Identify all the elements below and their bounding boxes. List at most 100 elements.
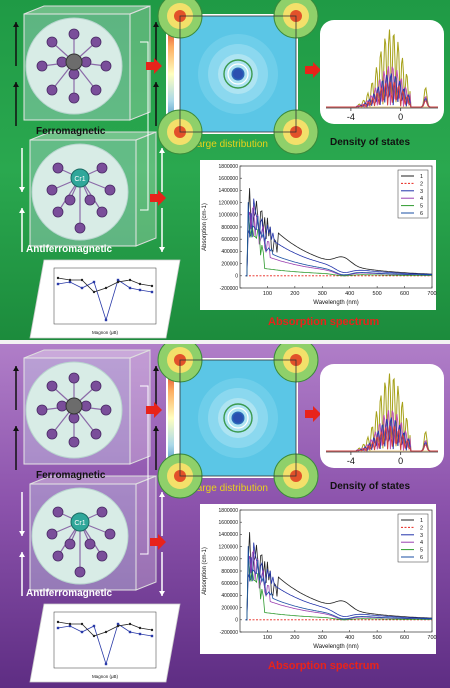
metal-atom <box>65 53 83 71</box>
spin-arrow <box>153 22 159 27</box>
y-axis-label: Absorption (cm-1) <box>202 203 208 251</box>
dos-chart-card: -4 0 <box>320 364 444 468</box>
y-tick-label: 1600000 <box>219 520 239 526</box>
antiferro-label: Antiferromagnetic <box>26 244 113 255</box>
inset-point <box>116 624 120 628</box>
dos-tick-label: -4 <box>347 112 355 122</box>
x-tick-label: 700 <box>427 291 436 297</box>
spin-arrow <box>19 531 25 536</box>
atom-label: Cr1 <box>74 176 85 183</box>
charge-label: Charge distribution <box>184 139 268 150</box>
x-tick-label: 600 <box>400 635 409 641</box>
y-axis-label: Absorption (cm-1) <box>202 547 208 595</box>
charge-distribution-map <box>157 344 319 499</box>
legend-entry: 5 <box>420 204 423 210</box>
dos-label: Density of states <box>330 137 411 148</box>
y-tick-label: 1200000 <box>219 200 239 206</box>
x-tick-label: 100 <box>263 635 272 641</box>
atom <box>52 550 64 562</box>
inset-point <box>56 276 60 280</box>
atom-label: Cr1 <box>74 520 85 527</box>
atom <box>46 428 58 440</box>
inset-point <box>138 626 142 630</box>
arrow-to-charge <box>146 402 162 418</box>
inset-point <box>138 282 142 286</box>
spin-arrow <box>153 82 159 87</box>
ferro-cube <box>13 349 159 470</box>
y-tick-label: 400000 <box>221 249 238 255</box>
legend-entry: 1 <box>420 518 423 524</box>
absorption-label: Absorption spectrum <box>268 660 380 672</box>
inset-point <box>150 628 154 632</box>
arrow-to-dos <box>305 406 321 422</box>
inset-point <box>128 622 132 626</box>
y-tick-label: 400000 <box>221 593 238 599</box>
spin-arrow <box>19 208 25 213</box>
inset-magnetic-chart: Magnon (μB) <box>29 259 181 339</box>
ferro-cube <box>13 5 159 126</box>
inset-point <box>150 634 154 638</box>
atom <box>64 538 76 550</box>
inset-point <box>56 626 60 630</box>
charge-center <box>233 413 243 423</box>
spin-arrow <box>13 82 19 87</box>
bracket <box>140 385 149 555</box>
absorption-chart-card: 1800000 1600000 1400000 1200000 1000000 80000… <box>200 504 437 654</box>
series-5-line <box>245 211 432 277</box>
atom <box>68 28 80 40</box>
y-tick-label: 1800000 <box>219 164 239 170</box>
legend-entry: 4 <box>420 196 423 202</box>
atom <box>68 372 80 384</box>
inset-point <box>68 624 72 628</box>
spin-arrow <box>153 426 159 431</box>
colorbar <box>168 20 174 128</box>
legend <box>397 513 429 563</box>
series-6-line <box>245 202 432 277</box>
inset-point <box>116 278 120 282</box>
inset-plane <box>29 603 181 683</box>
dos-label: Density of states <box>330 481 411 492</box>
inset-point <box>92 290 96 294</box>
x-tick-label: 500 <box>373 635 382 641</box>
inset-point <box>128 630 132 634</box>
spin-arrow <box>153 366 159 371</box>
y-tick-label: 1200000 <box>219 544 239 550</box>
inset-point <box>128 286 132 290</box>
inset-plane <box>29 259 181 339</box>
atom <box>90 84 102 96</box>
inset-point <box>116 622 120 626</box>
inset-point <box>104 662 108 666</box>
spin-arrow <box>13 366 19 371</box>
dos-chart: -4 0 <box>326 29 438 122</box>
arrow-to-dos <box>305 62 321 78</box>
inset-point <box>92 280 96 284</box>
dos-chart-card: -4 0 <box>320 20 444 124</box>
ferro-label: Ferromagnetic <box>36 126 106 137</box>
atom <box>100 60 112 72</box>
legend-entry: 1 <box>420 174 423 180</box>
y-tick-label: -200000 <box>220 286 239 292</box>
inset-point <box>56 620 60 624</box>
series-1-line <box>245 188 433 277</box>
atom <box>96 550 108 562</box>
inset-magnetic-chart: Magnon (μB) <box>29 603 181 683</box>
absorption-label: Absorption spectrum <box>268 316 380 328</box>
x-tick-label: 600 <box>400 291 409 297</box>
x-tick-label: 400 <box>345 291 354 297</box>
y-tick-label: 1800000 <box>219 508 239 514</box>
y-tick-label: 200000 <box>221 605 238 611</box>
charge-label: Charge distribution <box>184 483 268 494</box>
inset-point <box>80 278 84 282</box>
atom <box>90 428 102 440</box>
atom <box>90 380 102 392</box>
x-tick-label: 200 <box>290 291 299 297</box>
inset-point <box>128 278 132 282</box>
arrow-to-charge <box>146 58 162 74</box>
dos-tick-label: 0 <box>398 112 403 122</box>
inset-point <box>138 632 142 636</box>
inset-point <box>80 630 84 634</box>
x-axis-label: Wavelength (nm) <box>313 300 358 306</box>
spin-arrow <box>13 22 19 27</box>
x-tick-label: 500 <box>373 291 382 297</box>
y-tick-label: -200000 <box>220 630 239 636</box>
